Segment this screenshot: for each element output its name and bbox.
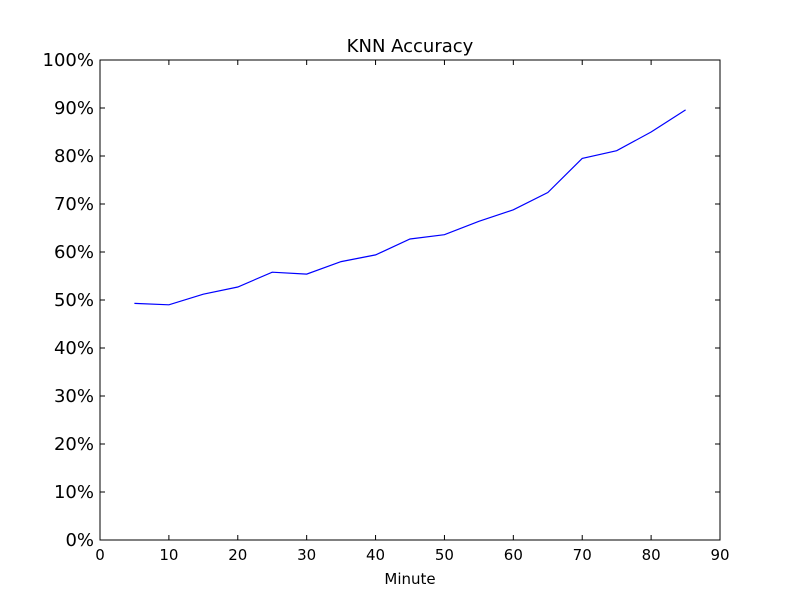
y-tick-label: 0% — [65, 530, 94, 551]
x-tick-label: 40 — [366, 546, 385, 564]
plot-frame — [99, 59, 721, 541]
x-tick-label: 60 — [504, 546, 523, 564]
x-tick-label: 30 — [297, 546, 316, 564]
y-tick-label: 20% — [54, 434, 94, 455]
x-tick-label: 50 — [435, 546, 454, 564]
y-tick-label: 90% — [54, 98, 94, 119]
chart-title: KNN Accuracy — [347, 36, 474, 57]
x-tick-label: 70 — [573, 546, 592, 564]
x-tick-label: 80 — [642, 546, 661, 564]
y-tick-label: 10% — [54, 482, 94, 503]
y-tick-label: 40% — [54, 338, 94, 359]
x-tick-label: 10 — [159, 546, 178, 564]
x-axis-label: Minute — [384, 570, 435, 588]
x-tick-label: 0 — [95, 546, 105, 564]
y-tick-label: 30% — [54, 386, 94, 407]
series-layer — [134, 109, 686, 306]
y-tick-label: 100% — [43, 50, 94, 71]
y-tick-label: 70% — [54, 194, 94, 215]
y-tick-label: 50% — [54, 290, 94, 311]
y-tick-label: 60% — [54, 242, 94, 263]
tick-layer: 0 10 20 30 40 50 60 70 80 90 0% 10% 20% 30% 40% 50% 60% 7… — [43, 50, 730, 564]
y-tick-label: 80% — [54, 146, 94, 167]
series-line — [134, 109, 686, 306]
x-tick-label: 90 — [710, 546, 729, 564]
x-tick-label: 20 — [228, 546, 247, 564]
